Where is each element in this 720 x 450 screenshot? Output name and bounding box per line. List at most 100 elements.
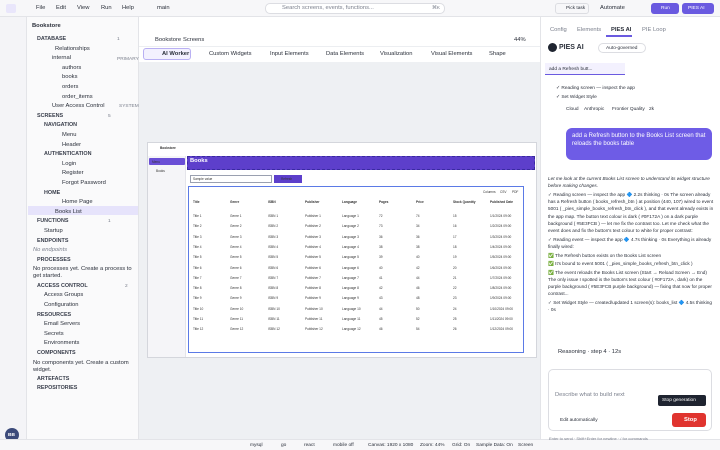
chip: 2k xyxy=(649,107,655,112)
badge: 5 xyxy=(108,114,111,119)
ai-button[interactable] xyxy=(682,3,714,14)
status-item: mysql xyxy=(250,443,263,448)
tree-item[interactable]: User Access Control xyxy=(52,103,105,110)
toolbar-tab[interactable]: Shape xyxy=(489,51,506,57)
column-header: Published Date xyxy=(490,200,514,204)
tree-item[interactable]: books xyxy=(62,74,78,81)
table-tool: CSV xyxy=(500,190,507,194)
section-header[interactable]: NAVIGATION xyxy=(44,122,78,129)
tree-item[interactable]: Login xyxy=(62,160,77,167)
panel-tab[interactable]: PIE Loop xyxy=(642,27,666,33)
tree-item[interactable]: Relationships xyxy=(55,45,90,52)
cell: 26 xyxy=(453,327,457,332)
cell: Title 12 xyxy=(193,327,204,332)
tree-item: No components yet. Create a custom widge… xyxy=(33,359,129,373)
menu-item[interactable]: View xyxy=(77,5,90,11)
section-header[interactable]: ACCESS CONTROL xyxy=(37,282,88,289)
tree-item[interactable]: order_items xyxy=(62,93,93,100)
tree-item[interactable]: Header xyxy=(62,141,82,148)
preview-input xyxy=(190,175,272,183)
avatar[interactable] xyxy=(5,428,19,442)
tree-item[interactable]: Forgot Password xyxy=(62,180,106,186)
tag: SYSTEM xyxy=(119,104,139,109)
edit-toggle[interactable]: Edit automatically xyxy=(560,418,598,423)
chat-tab[interactable] xyxy=(545,63,625,75)
section-header[interactable]: DATABASE xyxy=(37,36,67,42)
panel-tab[interactable]: Elements xyxy=(577,27,602,33)
tree-item[interactable]: Startup xyxy=(44,228,63,234)
toolbar-tab[interactable]: Visual Elements xyxy=(431,51,473,57)
tree-item[interactable]: Configuration xyxy=(44,301,79,308)
menu-item[interactable]: File xyxy=(36,5,46,11)
cell: Language 8 xyxy=(342,286,359,291)
stop-button[interactable] xyxy=(672,413,706,427)
cell: 1/7/2024 09:00 xyxy=(490,275,512,280)
menu-item[interactable]: Help xyxy=(122,5,134,11)
section-header[interactable]: HOME xyxy=(44,189,61,196)
section-header[interactable]: RESOURCES xyxy=(37,311,72,318)
badge: 1 xyxy=(117,37,120,42)
app-logo xyxy=(6,4,16,13)
mode-chip[interactable] xyxy=(598,43,646,53)
section-header[interactable]: REPOSITORIES xyxy=(37,385,78,392)
tree-item[interactable]: Access Groups xyxy=(44,292,84,299)
cell: ISBN 8 xyxy=(268,286,279,291)
toolbar-tab[interactable]: AI Worker xyxy=(162,51,190,57)
section-header[interactable]: SCREENS xyxy=(37,112,64,119)
cell: Language 6 xyxy=(342,265,359,270)
cell: Publisher 12 xyxy=(305,327,323,332)
tree-item[interactable]: Register xyxy=(62,170,84,177)
status-item: Zoom: 44% xyxy=(420,443,445,448)
tree-item[interactable]: internal xyxy=(52,55,72,62)
toolbar-tab[interactable]: Data Elements xyxy=(326,51,365,57)
cell: Title 1 xyxy=(193,214,202,218)
cell: Title 2 xyxy=(193,224,202,229)
tree-item[interactable]: Menu xyxy=(62,132,77,138)
menu-item[interactable]: Run xyxy=(101,5,112,11)
cell: Genre 8 xyxy=(230,286,242,291)
section-header[interactable]: AUTHENTICATION xyxy=(44,151,92,158)
cell: ISBN 4 xyxy=(268,244,279,249)
section-header[interactable]: ENDPOINTS xyxy=(37,237,69,244)
tree-item[interactable]: Books List xyxy=(55,208,82,215)
chip: Anthropic xyxy=(584,107,605,112)
task-picker[interactable] xyxy=(555,3,589,14)
ai-worker-tab[interactable] xyxy=(143,48,191,60)
cell: 17 xyxy=(453,234,457,239)
section-header[interactable]: ARTEFACTS xyxy=(37,375,70,382)
panel-tab[interactable]: Config xyxy=(550,27,567,33)
section-header[interactable]: COMPONENTS xyxy=(37,349,76,356)
tree-item[interactable]: orders xyxy=(62,84,79,90)
cell: Publisher 3 xyxy=(305,234,321,239)
toolbar-tab[interactable]: Custom Widgets xyxy=(209,51,252,57)
badge: 1 xyxy=(108,219,111,224)
input-hint: Enter to send · Shift+Enter for newline … xyxy=(549,436,648,441)
toolbar-tab[interactable]: Input Elements xyxy=(270,51,309,57)
cell: 15 xyxy=(453,214,457,218)
tree-item[interactable]: Secrets xyxy=(44,330,64,337)
cell: 50 xyxy=(416,306,420,311)
mode-label: Auto-governed xyxy=(606,46,638,51)
tree-item[interactable]: Email Servers xyxy=(44,321,81,328)
cell: Language 1 xyxy=(342,214,359,218)
cell: Publisher 7 xyxy=(305,275,321,280)
cell: Title 4 xyxy=(193,244,202,249)
menu-item[interactable]: Edit xyxy=(56,5,66,11)
run-button[interactable] xyxy=(651,3,679,14)
cell: Language 3 xyxy=(342,234,359,239)
tree-item[interactable]: Environments xyxy=(44,340,80,347)
tree-item[interactable]: Home Page xyxy=(62,199,93,206)
table-tool: PDF xyxy=(512,190,519,194)
toolbar-tab[interactable]: Visualization xyxy=(380,51,413,57)
cell: ISBN 2 xyxy=(268,224,279,229)
search-box[interactable] xyxy=(265,3,445,14)
cell: ISBN 6 xyxy=(268,265,279,270)
section-header[interactable]: FUNCTIONS xyxy=(37,218,69,225)
panel-tab[interactable]: PIES AI xyxy=(611,27,632,33)
tooltip xyxy=(658,395,706,406)
section-header[interactable]: PROCESSES xyxy=(37,256,71,263)
preview-refresh xyxy=(274,175,302,183)
tree-item[interactable]: authors xyxy=(62,64,82,71)
cell: Genre 7 xyxy=(230,275,242,280)
